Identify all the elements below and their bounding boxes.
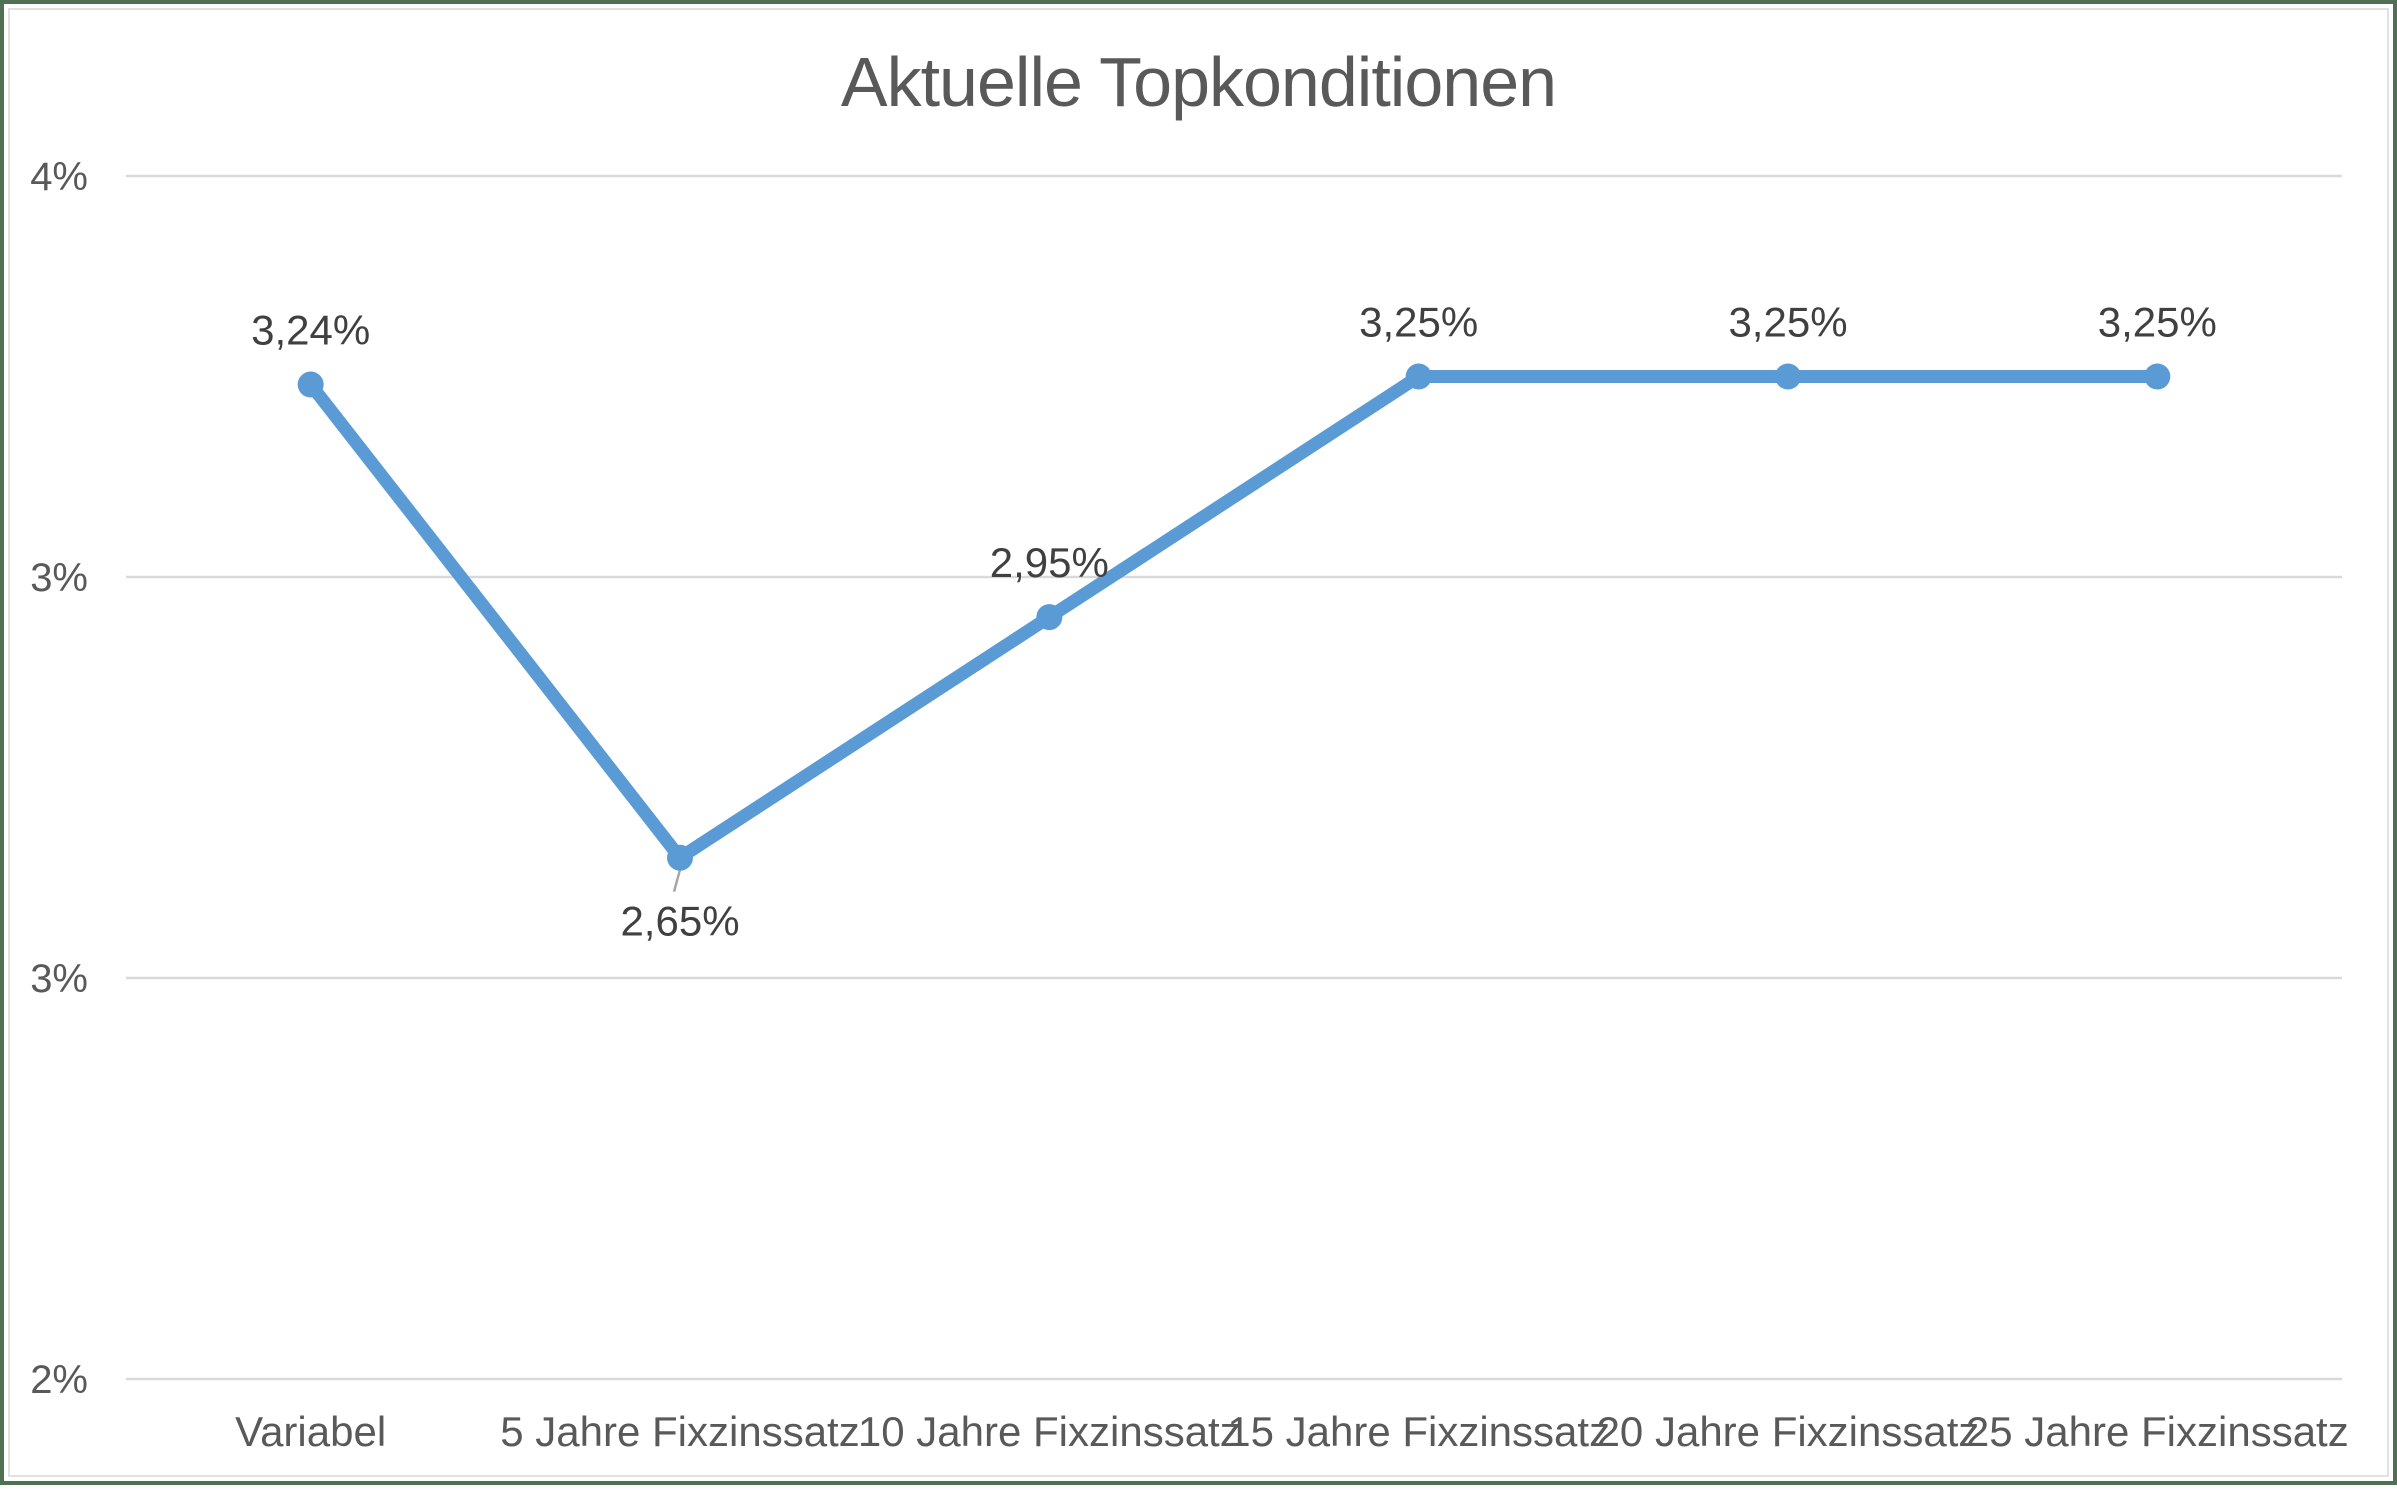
- data-point-marker: [667, 844, 693, 871]
- x-axis-label: Variabel: [235, 1408, 386, 1455]
- x-axis-label: 20 Jahre Fixzinssatz: [1597, 1408, 1980, 1455]
- x-axis-label: 25 Jahre Fixzinssatz: [1966, 1408, 2349, 1455]
- data-point-marker: [297, 371, 324, 398]
- data-point-marker: [1405, 363, 1432, 390]
- data-label: 2,65%: [620, 898, 739, 945]
- y-axis-tick-label: 4%: [30, 155, 88, 199]
- x-axis-label: 5 Jahre Fixzinssatz: [500, 1408, 859, 1455]
- data-label: 3,25%: [1359, 299, 1478, 346]
- data-label: 3,24%: [251, 307, 370, 354]
- data-label: 3,25%: [2098, 299, 2217, 346]
- data-point-marker: [1775, 363, 1801, 390]
- y-axis-tick-label: 2%: [30, 1358, 88, 1402]
- data-point-marker: [2144, 363, 2171, 390]
- chart-title: Aktuelle Topkonditionen: [840, 43, 1557, 121]
- x-axis-label: 10 Jahre Fixzinssatz: [858, 1408, 1241, 1455]
- y-axis-tick-label: 3%: [30, 957, 88, 1001]
- x-axis-label: 15 Jahre Fixzinssatz: [1227, 1408, 1610, 1455]
- data-point-marker: [1036, 604, 1063, 631]
- y-axis-tick-label: 3%: [30, 556, 88, 600]
- data-label-leader-line: [672, 869, 682, 893]
- data-label: 2,95%: [990, 539, 1109, 586]
- data-label: 3,25%: [1728, 299, 1847, 346]
- data-line: [304, 370, 2164, 865]
